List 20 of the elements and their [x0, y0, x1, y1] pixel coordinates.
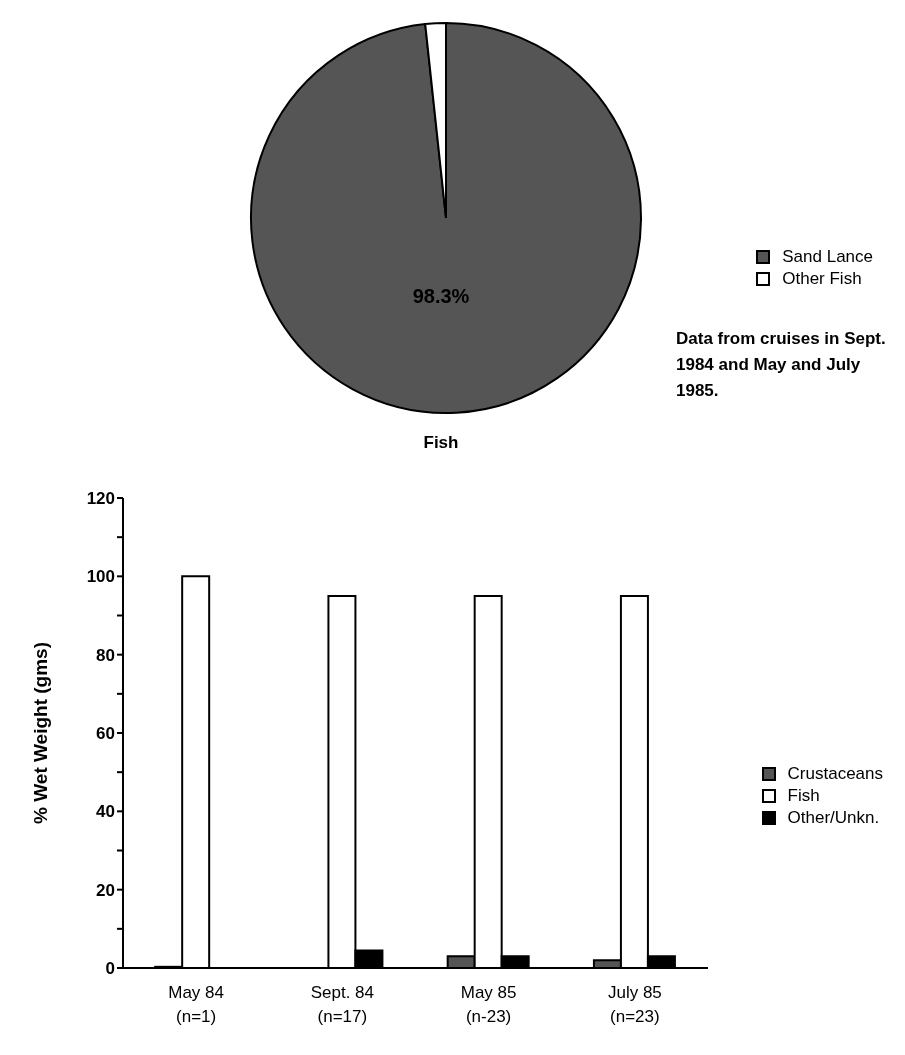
y-tick-label: 0 [105, 959, 115, 979]
legend-label: Sand Lance [782, 246, 873, 268]
text: Fish [423, 433, 459, 452]
data-label: 98.3% [412, 285, 470, 308]
y-tick-label: 60 [96, 724, 115, 744]
y-tick-label: 120 [86, 489, 115, 509]
text: Data from cruises in Sept. 1984 and May and July 1985. [676, 328, 887, 402]
y-tick-label: 100 [86, 567, 115, 587]
y-tick-label: 80 [96, 645, 115, 665]
legend-label: Crustaceans [787, 763, 883, 785]
x-tick-label: July 85 (n=23) [607, 983, 662, 1026]
y-tick-label: 40 [96, 802, 115, 822]
legend-label: Fish [787, 785, 820, 807]
legend-label: Other/Unkn. [787, 807, 880, 829]
y-axis-title: % Wet Weight (gms) [29, 642, 51, 824]
x-tick-label: May 84 (n=1) [168, 983, 224, 1026]
legend-label: Other Fish [782, 268, 862, 290]
x-tick-label: May 85 (n-23) [460, 983, 517, 1026]
y-tick-label: 20 [96, 880, 115, 900]
x-tick-label: Sept. 84 (n=17) [310, 983, 375, 1026]
